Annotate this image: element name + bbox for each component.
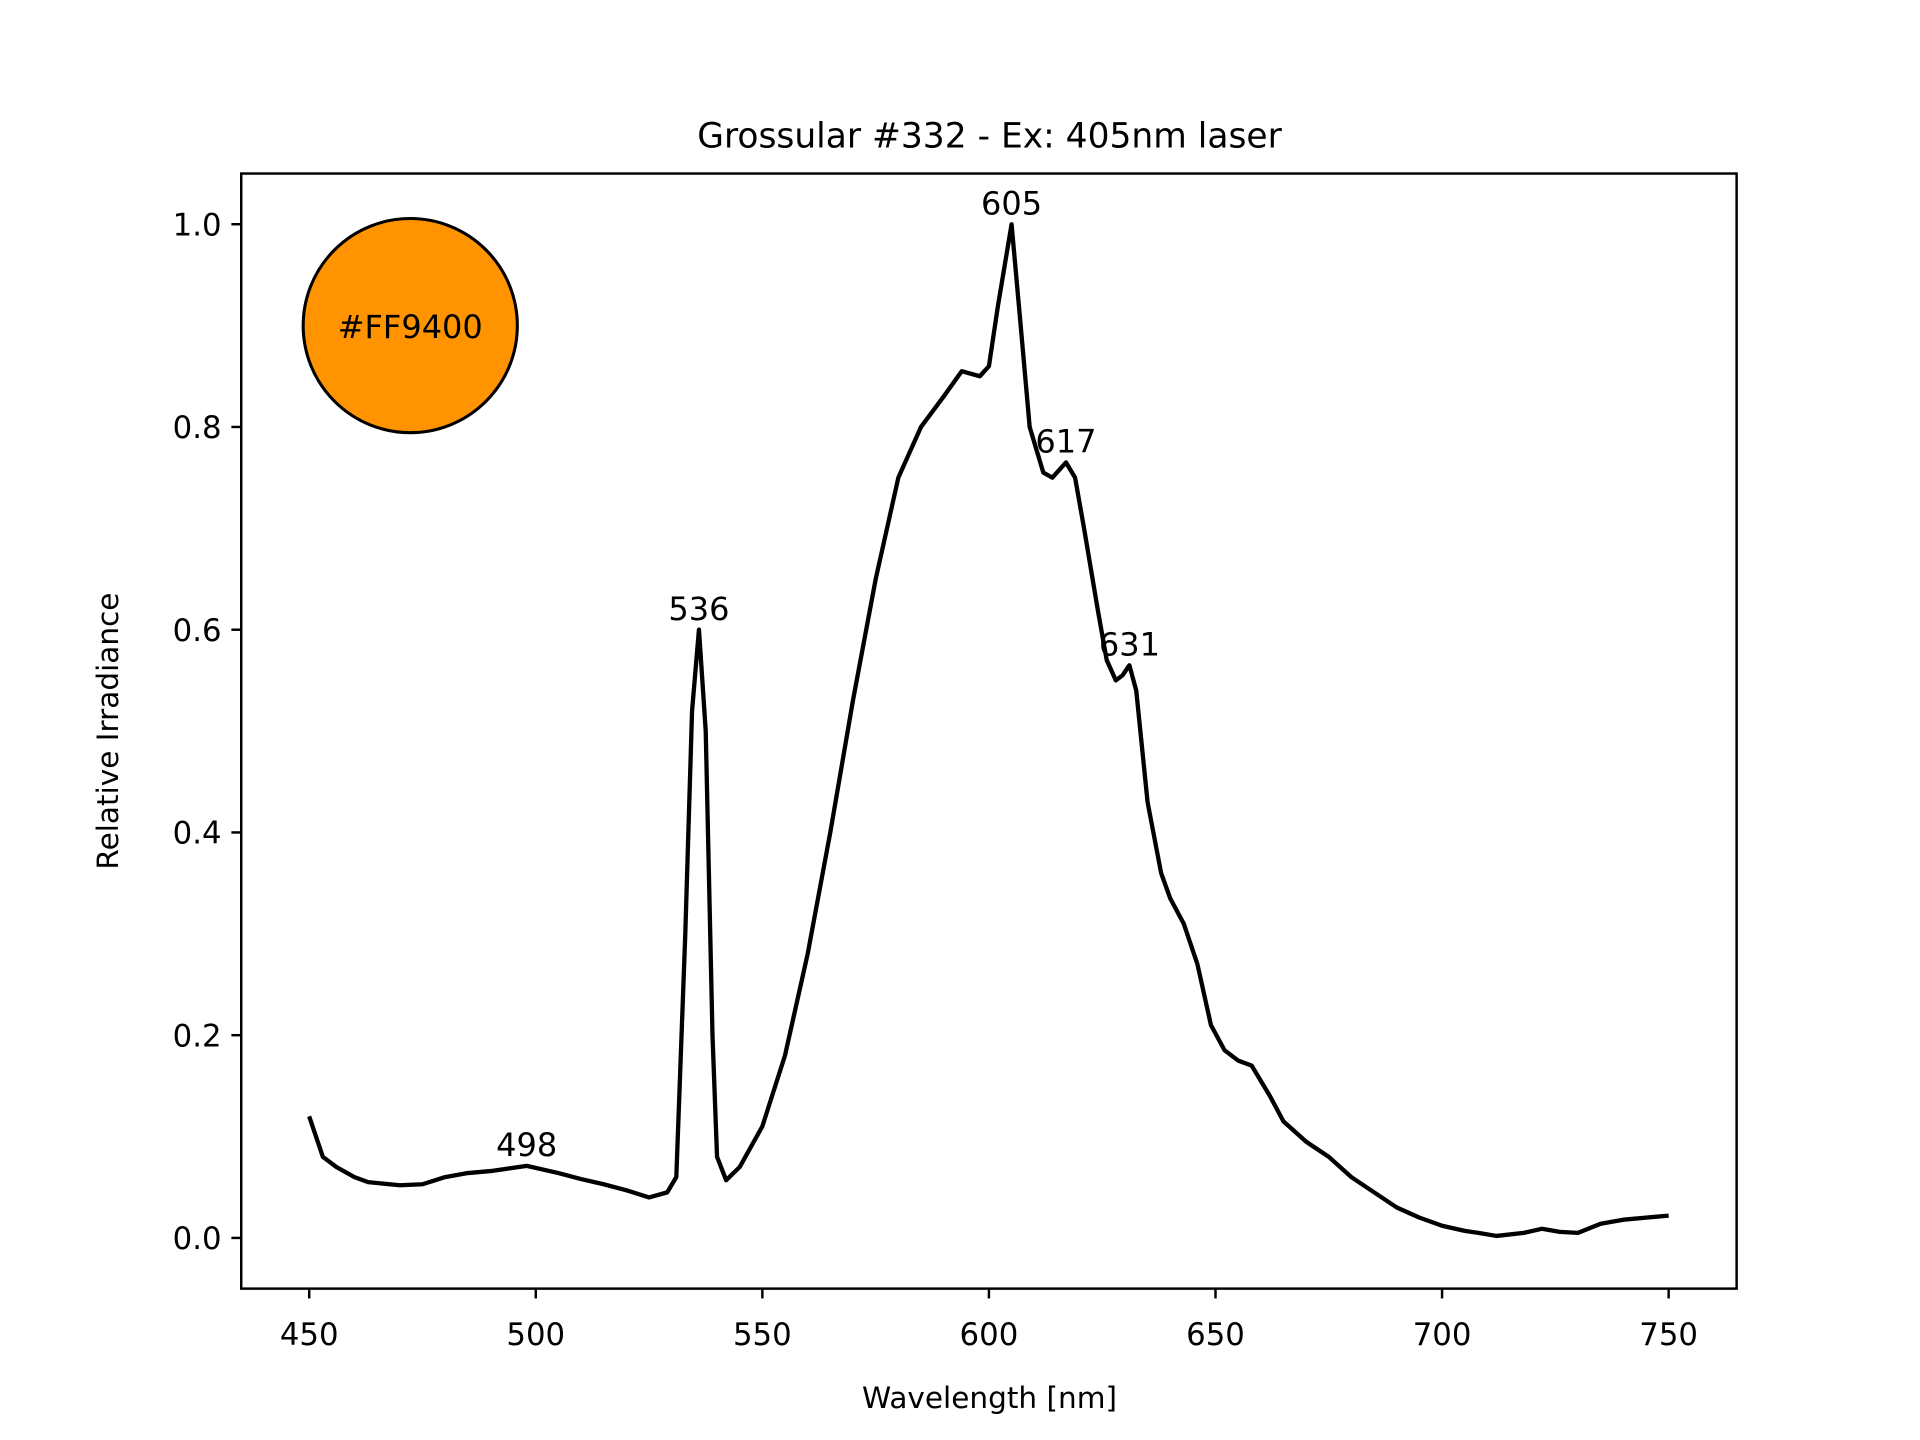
y-tick-label: 0.0 [173, 1221, 222, 1257]
color-swatch-label: #FF9400 [338, 308, 483, 346]
y-axis-label: Relative Irradiance [91, 593, 125, 870]
y-tick-label: 1.0 [173, 207, 222, 243]
peak-label-605: 605 [981, 184, 1042, 222]
peak-label-536: 536 [668, 590, 729, 628]
y-tick-label: 0.2 [173, 1018, 222, 1054]
x-tick-label: 450 [280, 1317, 339, 1353]
y-tick-label: 0.8 [173, 410, 222, 446]
x-tick-label: 500 [506, 1317, 565, 1353]
y-tick-label: 0.4 [173, 816, 222, 852]
x-axis-label: Wavelength [nm] [862, 1381, 1117, 1415]
peak-label-498: 498 [496, 1126, 557, 1164]
x-tick-label: 750 [1639, 1317, 1698, 1353]
x-tick-label: 700 [1413, 1317, 1472, 1353]
x-tick-label: 650 [1186, 1317, 1245, 1353]
plot-area: #FF9400 498 536 605 617 631 450 500 550 600 650 700… [173, 172, 1738, 1353]
spectrum-line [307, 222, 1669, 1239]
color-swatch-circle [301, 216, 519, 435]
peak-label-631: 631 [1099, 625, 1160, 663]
x-tick-label: 550 [733, 1317, 792, 1353]
chart-title: Grossular #332 - Ex: 405nm laser [697, 117, 1282, 157]
peak-label-617: 617 [1035, 423, 1096, 461]
y-tick-label: 0.6 [173, 613, 222, 649]
x-tick-label: 600 [960, 1317, 1019, 1353]
